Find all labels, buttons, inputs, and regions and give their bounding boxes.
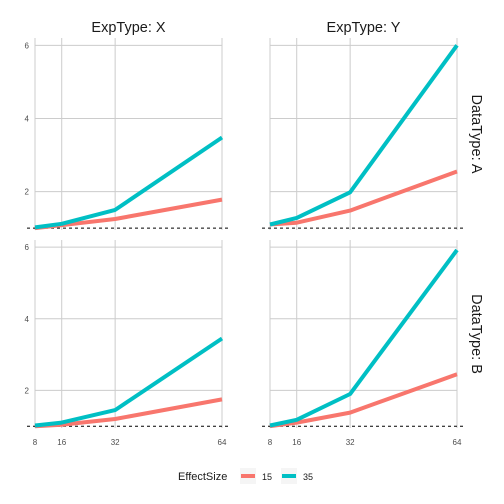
series-line-35 (34, 336, 224, 428)
legend-label: 35 (303, 472, 313, 482)
series-line-35 (269, 248, 459, 428)
x-tick-label: 64 (218, 438, 227, 447)
x-tick-label: 16 (57, 438, 66, 447)
y-tick-label: 2 (25, 386, 30, 395)
facet-row-label: DataType: B (468, 294, 484, 374)
series-line-15 (269, 169, 458, 227)
y-tick-label: 6 (25, 243, 30, 252)
x-tick-label: 32 (346, 438, 355, 447)
x-tick-label: 64 (453, 438, 462, 447)
facet-col-label: ExpType: Y (327, 20, 401, 36)
x-tick-label: 16 (292, 438, 301, 447)
x-tick-label: 8 (268, 438, 273, 447)
series-line-35 (269, 44, 459, 227)
legend-label: 15 (262, 472, 272, 482)
y-tick-label: 6 (25, 41, 30, 50)
legend-title: EffectSize (178, 471, 227, 483)
x-tick-label: 32 (111, 438, 120, 447)
facet-row-label: DataType: A (468, 95, 484, 174)
y-tick-label: 4 (25, 114, 30, 123)
x-tick-label: 8 (33, 438, 38, 447)
y-tick-label: 4 (25, 315, 30, 324)
y-tick-label: 2 (25, 188, 30, 197)
series-line-35 (34, 135, 224, 230)
facet-col-label: ExpType: X (91, 20, 165, 36)
